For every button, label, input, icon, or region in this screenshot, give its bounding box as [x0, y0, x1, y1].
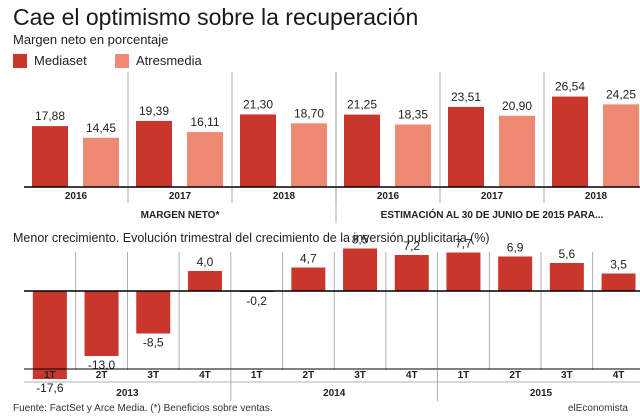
quarter-tick-label: 4T [406, 370, 418, 381]
bar-atresmedia-3 [395, 124, 431, 187]
growth-bar-8 [446, 252, 481, 291]
growth-value-label: 5,6 [559, 247, 576, 261]
bar-atresmedia-4 [499, 115, 535, 187]
bar-value-label: 24,25 [606, 87, 636, 101]
year-tick-label: 2017 [169, 191, 192, 202]
quarter-tick-label: 3T [354, 370, 366, 381]
bar-atresmedia-5 [603, 104, 639, 187]
chart2-title: Menor crecimiento. Evolución trimestral … [13, 231, 490, 245]
quarter-tick-label: 1T [458, 370, 470, 381]
bar-value-label: 23,51 [451, 90, 481, 104]
growth-chart: -17,61T-13,02T-8,53T4,04T-0,21T4,72T8,53… [24, 233, 640, 401]
source-note: Fuente: FactSet y Arce Media. (*) Benefi… [13, 403, 273, 414]
growth-value-label: 4,7 [300, 252, 317, 266]
growth-value-label: 4,0 [197, 255, 214, 269]
growth-value-label: 7,2 [403, 239, 420, 253]
growth-value-label: -0,2 [246, 294, 267, 308]
page-title: Cae el optimismo sobre la recuperación [13, 4, 419, 30]
bar-value-label: 21,30 [243, 97, 273, 111]
legend-item-atresmedia: Atresmedia [115, 53, 202, 68]
quarter-tick-label: 2T [96, 370, 108, 381]
bar-mediaset-4 [448, 106, 484, 187]
group-label-estimacion: ESTIMACIÓN AL 30 DE JUNIO DE 2015 PARA..… [381, 208, 604, 221]
legend-swatch-atresmedia [115, 53, 129, 68]
growth-value-label: -8,5 [143, 336, 164, 350]
growth-bar-11 [601, 273, 636, 291]
bar-value-label: 14,45 [86, 121, 116, 135]
growth-value-label: 8,5 [352, 233, 369, 247]
legend-swatch-mediaset [13, 53, 27, 68]
legend-label-mediaset: Mediaset [34, 53, 87, 68]
bar-mediaset-2 [240, 114, 276, 187]
growth-bar-6 [343, 248, 378, 291]
quarter-tick-label: 1T [44, 370, 56, 381]
quarter-tick-label: 4T [613, 370, 625, 381]
year-tick-label: 2018 [273, 191, 296, 202]
group-label-margen: MARGEN NETO* [141, 210, 220, 221]
quarter-tick-label: 1T [251, 370, 263, 381]
bar-mediaset-5 [552, 96, 588, 187]
quarter-tick-label: 3T [561, 370, 573, 381]
chart1-subtitle: Margen neto en porcentaje [13, 32, 169, 47]
quarter-tick-label: 3T [147, 370, 159, 381]
bar-atresmedia-2 [291, 123, 327, 187]
growth-bar-9 [498, 256, 533, 291]
quarter-tick-label: 4T [199, 370, 211, 381]
growth-bar-7 [394, 255, 429, 291]
bar-mediaset-3 [344, 114, 380, 187]
growth-value-label: 6,9 [507, 241, 524, 255]
bar-value-label: 18,70 [294, 106, 324, 120]
bar-value-label: 21,25 [347, 98, 377, 112]
bar-value-label: 18,35 [398, 107, 428, 121]
growth-value-label: 3,5 [610, 258, 627, 272]
bar-value-label: 19,39 [139, 104, 169, 118]
year-tick-label: 2018 [585, 191, 608, 202]
bar-value-label: 16,11 [190, 115, 219, 129]
quarter-tick-label: 2T [303, 370, 315, 381]
growth-bar-3 [187, 271, 222, 291]
bar-value-label: 26,54 [555, 80, 585, 94]
year-label-2013: 2013 [116, 388, 139, 399]
year-label-2015: 2015 [530, 388, 553, 399]
growth-bar-1 [84, 291, 119, 356]
legend-label-atresmedia: Atresmedia [136, 53, 202, 68]
bar-atresmedia-0 [83, 137, 119, 187]
year-tick-label: 2017 [481, 191, 504, 202]
margin-chart: 17,88 14,45 2016 19,39 16,11 2017 21,30 18,70 20… [24, 72, 640, 223]
growth-bar-0 [32, 291, 67, 379]
year-tick-label: 2016 [65, 191, 88, 202]
bar-atresmedia-1 [187, 132, 223, 187]
bar-mediaset-0 [32, 126, 68, 187]
legend-item-mediaset: Mediaset [13, 53, 87, 68]
growth-value-label: 7,7 [455, 237, 472, 251]
quarter-tick-label: 2T [509, 370, 521, 381]
year-label-2014: 2014 [323, 388, 346, 399]
growth-value-label: -17,6 [36, 381, 64, 395]
growth-bar-5 [291, 267, 326, 291]
growth-bar-2 [136, 291, 171, 334]
year-tick-label: 2016 [377, 191, 400, 202]
publisher-credit: elEconomista [567, 403, 628, 414]
bar-value-label: 20,90 [502, 99, 532, 113]
bar-value-label: 17,88 [35, 109, 65, 123]
bar-mediaset-1 [136, 120, 172, 187]
growth-bar-10 [549, 263, 584, 291]
